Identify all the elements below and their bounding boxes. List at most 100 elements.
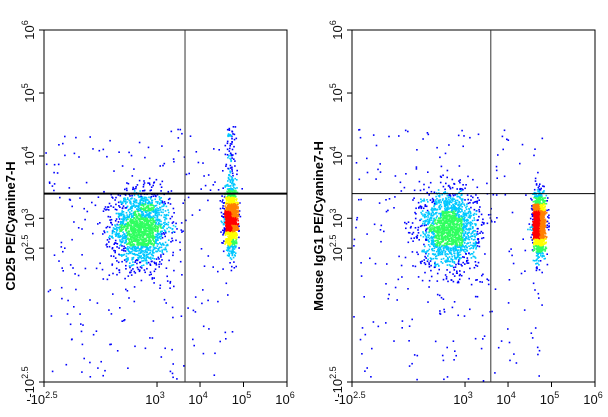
event-dot [105,244,108,246]
event-dot [109,226,111,229]
event-dot [423,188,425,191]
event-dot [484,253,486,255]
event-dot [149,257,152,260]
event-dot [460,246,463,248]
event-dot [161,249,163,251]
event-dot [141,217,143,219]
event-dot [141,239,143,242]
event-dot [151,337,154,339]
event-dot [230,178,233,180]
event-dot [119,239,121,241]
event-dot [224,221,226,224]
event-dot [152,236,155,238]
event-dot [437,254,440,257]
event-dot [226,203,228,205]
event-dot [446,269,448,271]
event-dot [463,238,466,240]
event-dot [234,246,237,249]
event-dot [453,250,455,252]
event-dot [237,202,240,204]
event-dot [463,220,466,223]
event-dot [176,378,178,380]
event-dot [472,178,474,181]
y-tick-label: 104 [20,146,37,165]
event-dot [95,330,98,332]
event-dot [110,205,112,207]
event-dot [202,162,204,164]
event-dot [138,226,140,228]
event-dot [153,270,156,273]
event-dot [449,228,452,231]
event-dot [233,182,235,185]
event-dot [426,199,428,201]
event-dot [229,185,232,187]
event-dot [226,196,228,198]
event-dot [142,214,144,216]
event-dot [225,219,227,221]
event-dot [444,247,446,249]
event-dot [131,243,134,245]
event-dot [228,250,231,252]
event-dot [456,270,458,273]
event-dot [127,253,130,255]
event-dot [73,152,76,155]
event-dot [226,148,229,151]
event-dot [239,215,242,218]
event-dot [132,232,135,234]
event-dot [132,256,135,259]
event-dot [447,231,450,234]
event-dot [135,204,137,207]
event-dot [430,224,432,226]
event-dot [235,191,237,193]
event-dot [235,265,237,268]
event-dot [233,224,236,227]
event-dot [208,328,210,330]
event-dot [461,198,464,201]
event-dot [462,184,464,186]
event-dot [444,260,446,262]
event-dot [152,243,155,246]
event-dot [455,201,457,204]
event-dot [235,189,237,192]
event-dot [125,207,128,209]
event-dot [129,247,131,249]
event-dot [121,220,124,223]
event-dot [222,232,225,235]
event-dot [141,226,143,228]
event-dot [434,207,437,210]
event-dot [433,191,436,194]
event-dot [126,247,128,250]
event-dot [168,259,170,262]
event-dot [140,242,142,244]
event-dot [121,201,124,203]
event-dot [159,235,161,238]
event-dot [120,243,122,246]
event-dot [112,227,115,229]
event-dot [228,232,231,234]
event-dot [451,253,453,256]
event-dot [421,250,423,253]
event-dot [133,190,136,192]
event-dot [466,232,469,234]
event-dot [57,163,60,166]
event-dot [119,194,122,197]
event-dot [221,201,223,203]
event-dot [155,258,158,260]
event-dot [146,244,149,246]
event-dot [147,243,149,245]
event-dot [123,319,126,321]
event-dot [150,189,152,191]
event-dot [147,249,149,252]
event-dot [143,256,145,259]
event-dot [165,222,168,225]
event-dot [456,208,459,210]
event-dot [181,231,183,233]
event-dot [149,251,151,254]
event-dot [159,183,162,186]
event-dot [140,227,142,230]
event-dot [235,201,237,204]
event-dot [81,228,83,230]
event-dot [164,247,167,249]
event-dot [153,258,156,260]
event-dot [145,199,147,201]
